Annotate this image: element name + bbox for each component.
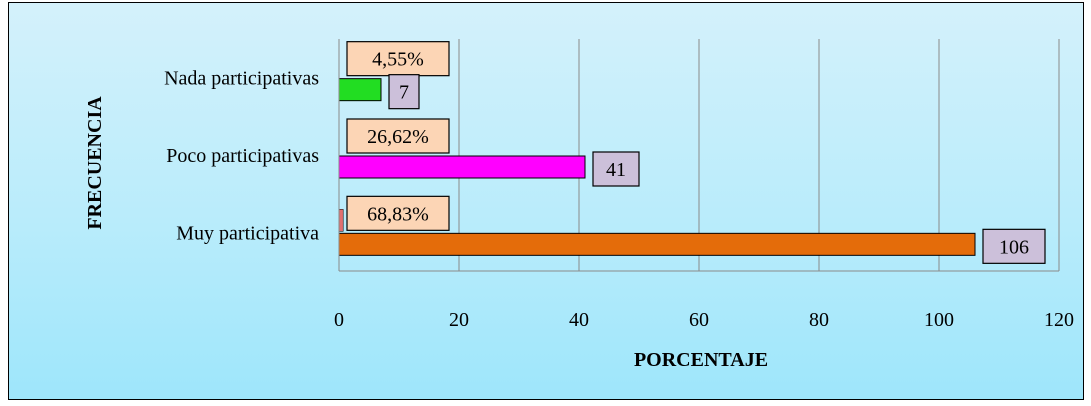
data-label: 7 <box>399 82 409 104</box>
data-label: 68,83% <box>367 203 429 225</box>
x-tick-label: 40 <box>569 309 589 331</box>
data-label-box <box>346 195 450 231</box>
data-label-box <box>346 118 450 154</box>
data-label-box <box>982 228 1046 264</box>
x-tick-label: 100 <box>924 309 954 331</box>
bar <box>338 209 344 232</box>
chart-frame: 0 20 40 60 80 100 120 Nada participativas Poco p… <box>8 2 1084 400</box>
axes: 0 20 40 60 80 100 120 Nada participativas Poco p… <box>164 39 1074 331</box>
bar <box>338 232 976 256</box>
data-label: 106 <box>999 236 1029 258</box>
x-tick-label: 80 <box>809 309 829 331</box>
bar-chart: 0 20 40 60 80 100 120 Nada participativas Poco p… <box>84 39 1074 371</box>
x-tick-label: 60 <box>689 309 709 331</box>
data-label-box <box>388 74 420 110</box>
bar <box>338 78 382 102</box>
gridlines <box>458 39 1060 271</box>
data-label: 26,62% <box>367 126 429 148</box>
category-label: Nada participativas <box>164 68 319 90</box>
x-tick-label: 20 <box>449 309 469 331</box>
x-axis-title: PORCENTAJE <box>634 349 768 371</box>
data-label: 4,55% <box>372 49 424 71</box>
x-tick-label: 120 <box>1044 309 1074 331</box>
data-label: 41 <box>606 159 626 181</box>
data-label-box <box>346 41 450 77</box>
bar <box>338 155 586 179</box>
y-axis-title: FRECUENCIA <box>84 96 106 230</box>
x-tick-label: 0 <box>334 309 344 331</box>
category-label: Poco participativas <box>166 145 319 167</box>
data-label-box <box>592 151 640 187</box>
data-labels: 4,55% 7 26,62% 41 68,83% 106 <box>346 41 1046 264</box>
category-label: Muy participativa <box>176 222 319 244</box>
bars <box>338 78 976 256</box>
